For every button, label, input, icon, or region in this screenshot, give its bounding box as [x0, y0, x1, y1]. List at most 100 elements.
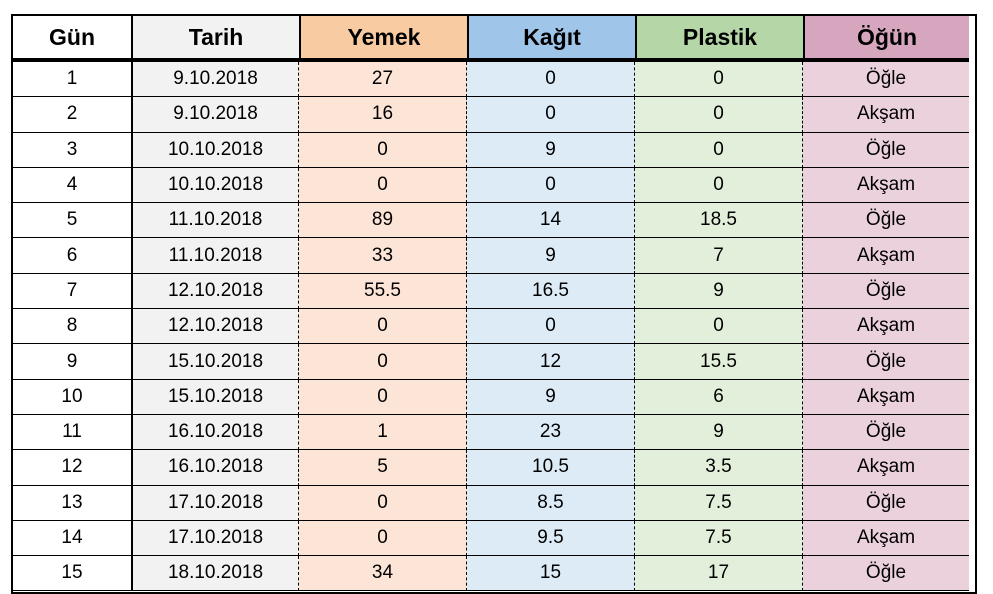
cell-plastik[interactable]: 9	[635, 414, 803, 451]
cell-gun[interactable]: 4	[13, 167, 131, 204]
cell-ogun[interactable]: Öğle	[803, 556, 969, 592]
header-tarih[interactable]: Tarih	[133, 16, 299, 59]
header-plastik[interactable]: Plastik	[635, 16, 803, 59]
cell-tarih[interactable]: 12.10.2018	[133, 273, 299, 310]
cell-kagit[interactable]: 8.5	[467, 485, 635, 521]
cell-plastik[interactable]: 7.5	[635, 485, 803, 521]
cell-ogun[interactable]: Öğle	[803, 414, 969, 451]
cell-tarih[interactable]: 11.10.2018	[133, 238, 299, 274]
cell-ogun[interactable]: Öğle	[803, 203, 969, 239]
cell-gun[interactable]: 10	[13, 379, 131, 415]
cell-kagit[interactable]: 0	[467, 62, 635, 98]
cell-tarih[interactable]: 12.10.2018	[133, 309, 299, 345]
cell-gun[interactable]: 13	[13, 485, 131, 521]
cell-tarih[interactable]: 10.10.2018	[133, 167, 299, 204]
cell-yemek[interactable]: 89	[299, 203, 467, 239]
cell-plastik[interactable]: 0	[635, 132, 803, 168]
cell-plastik[interactable]: 0	[635, 62, 803, 98]
cell-plastik[interactable]: 6	[635, 379, 803, 415]
cell-kagit[interactable]: 9	[467, 238, 635, 274]
cell-kagit[interactable]: 10.5	[467, 450, 635, 486]
cell-kagit[interactable]: 16.5	[467, 273, 635, 310]
cell-gun[interactable]: 6	[13, 238, 131, 274]
column-separator	[131, 520, 133, 557]
cell-tarih[interactable]: 15.10.2018	[133, 344, 299, 380]
cell-ogun[interactable]: Akşam	[803, 520, 969, 557]
cell-kagit[interactable]: 15	[467, 556, 635, 592]
cell-plastik[interactable]: 7	[635, 238, 803, 274]
cell-ogun[interactable]: Öğle	[803, 132, 969, 168]
cell-yemek[interactable]: 0	[299, 309, 467, 345]
cell-gun[interactable]: 2	[13, 97, 131, 133]
cell-plastik[interactable]: 9	[635, 273, 803, 310]
cell-tarih[interactable]: 16.10.2018	[133, 450, 299, 486]
cell-yemek[interactable]: 0	[299, 379, 467, 415]
cell-yemek[interactable]: 0	[299, 485, 467, 521]
cell-gun[interactable]: 11	[13, 414, 131, 451]
cell-plastik[interactable]: 17	[635, 556, 803, 592]
cell-tarih[interactable]: 18.10.2018	[133, 556, 299, 592]
cell-ogun[interactable]: Öğle	[803, 62, 969, 98]
cell-plastik[interactable]: 0	[635, 167, 803, 204]
column-separator	[131, 97, 133, 133]
cell-yemek[interactable]: 55.5	[299, 273, 467, 310]
column-separator	[131, 16, 133, 59]
cell-tarih[interactable]: 15.10.2018	[133, 379, 299, 415]
cell-yemek[interactable]: 5	[299, 450, 467, 486]
cell-ogun[interactable]: Akşam	[803, 238, 969, 274]
cell-yemek[interactable]: 1	[299, 414, 467, 451]
column-separator	[131, 344, 133, 380]
cell-gun[interactable]: 9	[13, 344, 131, 380]
cell-ogun[interactable]: Akşam	[803, 379, 969, 415]
header-kagit[interactable]: Kağıt	[467, 16, 635, 59]
cell-kagit[interactable]: 0	[467, 97, 635, 133]
cell-plastik[interactable]: 0	[635, 97, 803, 133]
header-yemek[interactable]: Yemek	[299, 16, 467, 59]
cell-ogun[interactable]: Akşam	[803, 309, 969, 345]
cell-ogun[interactable]: Öğle	[803, 344, 969, 380]
cell-tarih[interactable]: 9.10.2018	[133, 62, 299, 98]
cell-plastik[interactable]: 18.5	[635, 203, 803, 239]
cell-gun[interactable]: 12	[13, 450, 131, 486]
cell-kagit[interactable]: 14	[467, 203, 635, 239]
cell-yemek[interactable]: 0	[299, 344, 467, 380]
cell-kagit[interactable]: 12	[467, 344, 635, 380]
cell-yemek[interactable]: 0	[299, 520, 467, 557]
cell-ogun[interactable]: Öğle	[803, 273, 969, 310]
cell-yemek[interactable]: 33	[299, 238, 467, 274]
cell-ogun[interactable]: Akşam	[803, 97, 969, 133]
cell-kagit[interactable]: 9.5	[467, 520, 635, 557]
cell-ogun[interactable]: Akşam	[803, 167, 969, 204]
cell-gun[interactable]: 14	[13, 520, 131, 557]
cell-tarih[interactable]: 9.10.2018	[133, 97, 299, 133]
cell-kagit[interactable]: 23	[467, 414, 635, 451]
header-gun[interactable]: Gün	[13, 16, 131, 59]
cell-plastik[interactable]: 7.5	[635, 520, 803, 557]
cell-plastik[interactable]: 3.5	[635, 450, 803, 486]
cell-kagit[interactable]: 9	[467, 379, 635, 415]
cell-yemek[interactable]: 0	[299, 132, 467, 168]
cell-ogun[interactable]: Akşam	[803, 450, 969, 486]
cell-tarih[interactable]: 17.10.2018	[133, 520, 299, 557]
cell-tarih[interactable]: 16.10.2018	[133, 414, 299, 451]
cell-tarih[interactable]: 11.10.2018	[133, 203, 299, 239]
cell-gun[interactable]: 8	[13, 309, 131, 345]
cell-ogun[interactable]: Öğle	[803, 485, 969, 521]
cell-plastik[interactable]: 0	[635, 309, 803, 345]
cell-yemek[interactable]: 0	[299, 167, 467, 204]
cell-tarih[interactable]: 10.10.2018	[133, 132, 299, 168]
header-ogun[interactable]: Öğün	[803, 16, 969, 59]
cell-gun[interactable]: 1	[13, 62, 131, 98]
cell-yemek[interactable]: 34	[299, 556, 467, 592]
cell-kagit[interactable]: 0	[467, 167, 635, 204]
cell-kagit[interactable]: 0	[467, 309, 635, 345]
cell-gun[interactable]: 3	[13, 132, 131, 168]
cell-yemek[interactable]: 16	[299, 97, 467, 133]
cell-plastik[interactable]: 15.5	[635, 344, 803, 380]
cell-gun[interactable]: 15	[13, 556, 131, 592]
cell-gun[interactable]: 5	[13, 203, 131, 239]
cell-gun[interactable]: 7	[13, 273, 131, 310]
cell-yemek[interactable]: 27	[299, 62, 467, 98]
cell-kagit[interactable]: 9	[467, 132, 635, 168]
cell-tarih[interactable]: 17.10.2018	[133, 485, 299, 521]
